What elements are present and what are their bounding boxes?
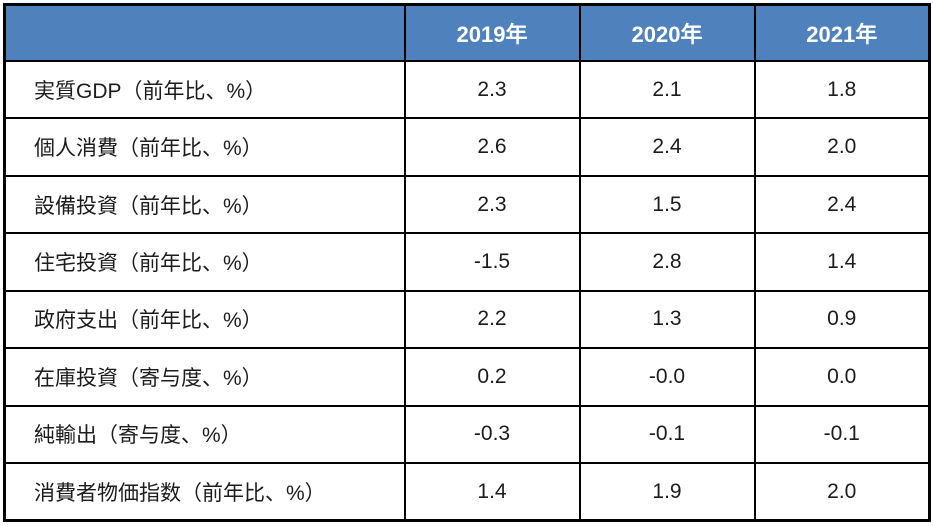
row-value-2019: -1.5 bbox=[403, 232, 581, 292]
row-label: 政府支出（前年比、%） bbox=[3, 289, 406, 350]
row-value-2020: 1.9 bbox=[578, 462, 756, 522]
row-label: 住宅投資（前年比、%） bbox=[3, 232, 406, 292]
row-value-2020: 2.4 bbox=[578, 117, 756, 177]
row-value-2020: 2.8 bbox=[578, 232, 756, 292]
row-label: 個人消費（前年比、%） bbox=[3, 117, 406, 177]
row-value-2021: 0.0 bbox=[753, 347, 931, 407]
row-value-2019: 1.4 bbox=[403, 462, 581, 522]
row-value-2019: 2.3 bbox=[403, 174, 581, 235]
header-year-2020: 2020年 bbox=[578, 3, 756, 62]
table-header-row: 2019年 2020年 2021年 bbox=[3, 3, 931, 62]
row-value-2019: 2.6 bbox=[403, 117, 581, 177]
header-corner-cell bbox=[3, 3, 406, 62]
row-value-2021: 2.4 bbox=[753, 174, 931, 235]
row-value-2020: 1.3 bbox=[578, 289, 756, 350]
table-row-housing-investment: 住宅投資（前年比、%） -1.5 2.8 1.4 bbox=[3, 232, 931, 292]
header-year-2021: 2021年 bbox=[753, 3, 931, 62]
table-row-consumer-price-index: 消費者物価指数（前年比、%） 1.4 1.9 2.0 bbox=[3, 462, 931, 522]
row-value-2021: 0.9 bbox=[753, 289, 931, 350]
table-row-government-spending: 政府支出（前年比、%） 2.2 1.3 0.9 bbox=[3, 289, 931, 350]
row-value-2019: 0.2 bbox=[403, 347, 581, 407]
row-value-2020: -0.1 bbox=[578, 404, 756, 465]
row-value-2021: 1.8 bbox=[753, 59, 931, 120]
row-value-2020: 1.5 bbox=[578, 174, 756, 235]
row-value-2021: -0.1 bbox=[753, 404, 931, 465]
table-row-inventory-investment: 在庫投資（寄与度、%） 0.2 -0.0 0.0 bbox=[3, 347, 931, 407]
row-value-2020: -0.0 bbox=[578, 347, 756, 407]
row-label: 消費者物価指数（前年比、%） bbox=[3, 462, 406, 522]
table-row-real-gdp: 実質GDP（前年比、%） 2.3 2.1 1.8 bbox=[3, 59, 931, 120]
row-value-2021: 2.0 bbox=[753, 462, 931, 522]
row-value-2021: 1.4 bbox=[753, 232, 931, 292]
row-value-2019: 2.3 bbox=[403, 59, 581, 120]
row-label: 純輸出（寄与度、%） bbox=[3, 404, 406, 465]
table-row-net-exports: 純輸出（寄与度、%） -0.3 -0.1 -0.1 bbox=[3, 404, 931, 465]
table-row-personal-consumption: 個人消費（前年比、%） 2.6 2.4 2.0 bbox=[3, 117, 931, 177]
row-label: 実質GDP（前年比、%） bbox=[3, 59, 406, 120]
economic-forecast-table: 2019年 2020年 2021年 実質GDP（前年比、%） 2.3 2.1 1… bbox=[3, 3, 931, 522]
row-value-2020: 2.1 bbox=[578, 59, 756, 120]
table-row-capital-investment: 設備投資（前年比、%） 2.3 1.5 2.4 bbox=[3, 174, 931, 235]
row-value-2019: -0.3 bbox=[403, 404, 581, 465]
row-value-2019: 2.2 bbox=[403, 289, 581, 350]
row-value-2021: 2.0 bbox=[753, 117, 931, 177]
header-year-2019: 2019年 bbox=[403, 3, 581, 62]
row-label: 在庫投資（寄与度、%） bbox=[3, 347, 406, 407]
row-label: 設備投資（前年比、%） bbox=[3, 174, 406, 235]
